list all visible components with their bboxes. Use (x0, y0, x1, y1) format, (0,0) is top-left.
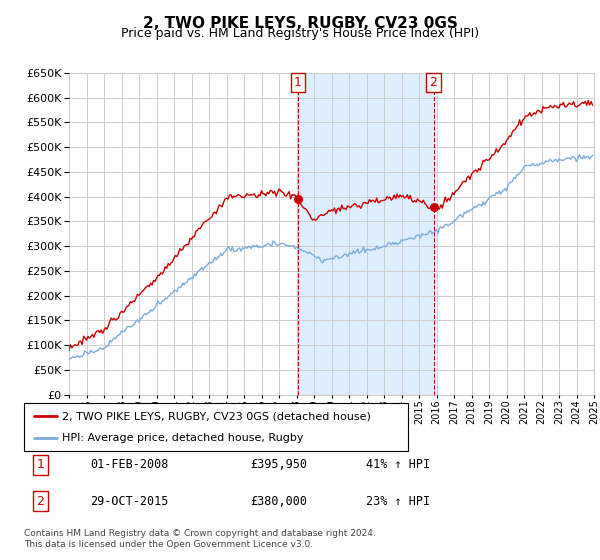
Text: 1: 1 (37, 459, 44, 472)
Text: 2: 2 (430, 76, 437, 89)
Text: 2: 2 (37, 494, 44, 507)
Text: £380,000: £380,000 (250, 494, 307, 507)
Point (429, 202, 439, 211)
Bar (298, 73, 434, 395)
Text: Contains HM Land Registry data © Crown copyright and database right 2024.
This d: Contains HM Land Registry data © Crown c… (24, 529, 376, 549)
Text: 2, TWO PIKE LEYS, RUGBY, CV23 0GS: 2, TWO PIKE LEYS, RUGBY, CV23 0GS (143, 16, 457, 31)
Text: 1: 1 (294, 76, 302, 89)
Text: 41% ↑ HPI: 41% ↑ HPI (366, 459, 430, 472)
Text: 2, TWO PIKE LEYS, RUGBY, CV23 0GS (detached house): 2, TWO PIKE LEYS, RUGBY, CV23 0GS (detac… (62, 411, 371, 421)
Point (293, 194, 303, 203)
Text: £395,950: £395,950 (250, 459, 307, 472)
Text: HPI: Average price, detached house, Rugby: HPI: Average price, detached house, Rugb… (62, 433, 304, 443)
Text: 29-OCT-2015: 29-OCT-2015 (90, 494, 169, 507)
Text: 23% ↑ HPI: 23% ↑ HPI (366, 494, 430, 507)
Text: Price paid vs. HM Land Registry's House Price Index (HPI): Price paid vs. HM Land Registry's House … (121, 27, 479, 40)
Text: 01-FEB-2008: 01-FEB-2008 (90, 459, 169, 472)
